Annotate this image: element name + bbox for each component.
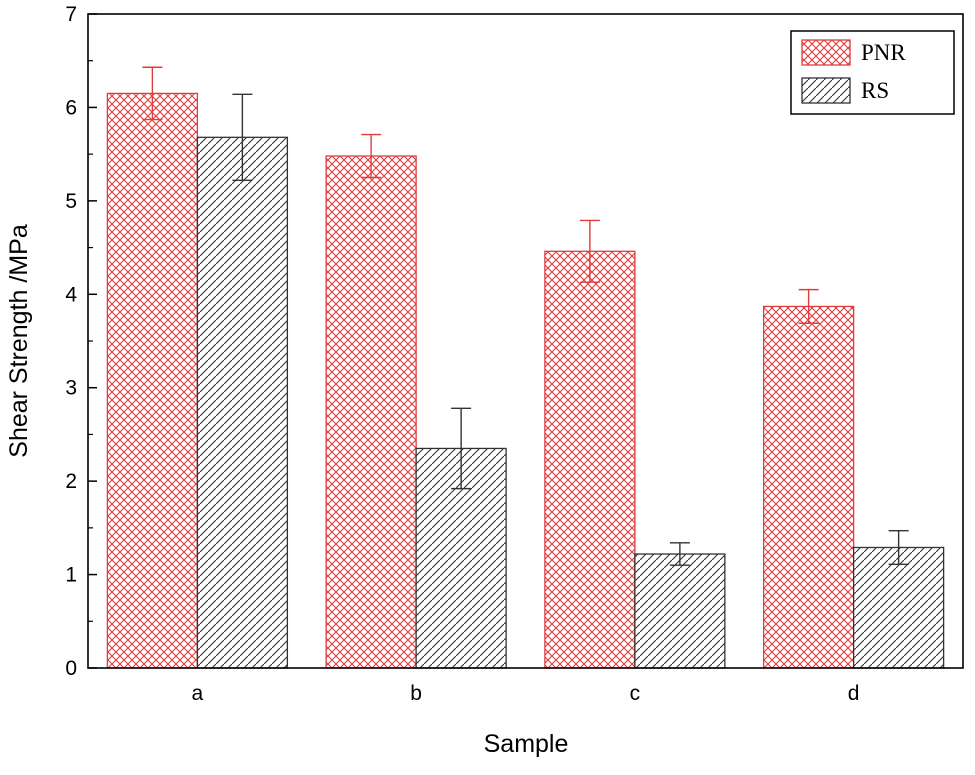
y-tick-label: 0: [65, 657, 77, 680]
y-tick-label: 6: [65, 96, 77, 119]
y-tick-label: 2: [65, 470, 77, 493]
x-axis-label: Sample: [484, 730, 569, 758]
y-tick-label: 4: [65, 283, 77, 306]
y-tick-label: 1: [65, 564, 77, 587]
bar-rs-a: [196, 136, 289, 669]
bar-pnr-c: [544, 250, 636, 669]
y-tick-label: 3: [65, 377, 77, 400]
bar-pnr-a: [106, 92, 199, 669]
plot-frame: [87, 13, 964, 669]
legend-swatch-rs: [801, 77, 851, 104]
y-tick-label: 5: [65, 190, 77, 213]
bar-pnr-d: [762, 305, 855, 669]
legend-swatch-pnr: [801, 39, 851, 66]
legend-label-pnr: PNR: [861, 40, 906, 65]
y-tick-label: 7: [65, 3, 77, 26]
bar-rs-d: [852, 546, 945, 669]
x-tick-label: b: [410, 682, 422, 705]
x-tick-label: a: [192, 682, 204, 705]
x-tick-label: c: [630, 682, 641, 705]
legend: PNR RS: [790, 30, 955, 115]
bar-rs-c: [634, 553, 726, 669]
plot-area: 0 1 2 3 4 5 6 7 a b c d PNR RS: [65, 3, 964, 705]
y-axis-label: Shear Strength /MPa: [5, 224, 33, 458]
legend-label-rs: RS: [861, 78, 889, 103]
bar-pnr-b: [325, 155, 417, 669]
x-tick-label: d: [848, 682, 860, 705]
